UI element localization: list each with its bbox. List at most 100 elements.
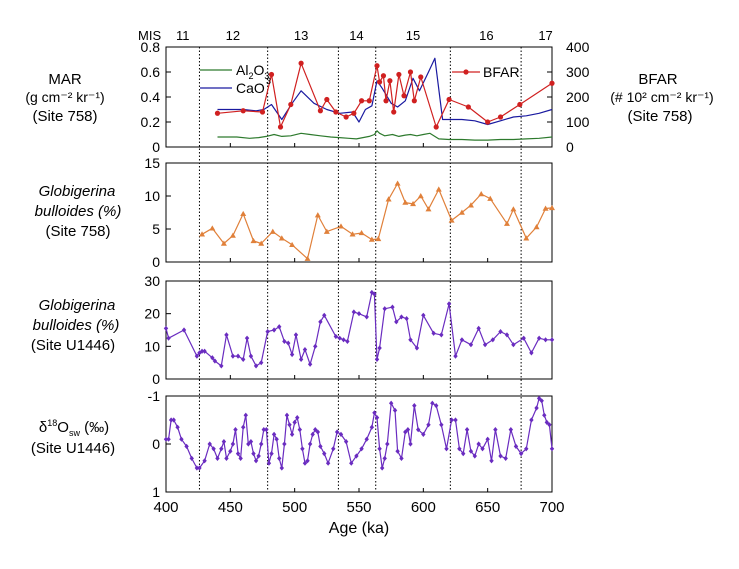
data-point: [354, 453, 359, 459]
data-point: [268, 71, 275, 78]
data-point: [282, 338, 287, 345]
panel-frame-gb-u1446: [165, 280, 553, 380]
data-point: [504, 332, 510, 338]
data-point: [364, 436, 369, 442]
gb758-ylabel-line1: Globigerina: [39, 183, 116, 200]
data-point: [399, 455, 404, 461]
data-point: [266, 460, 272, 466]
data-point: [288, 101, 294, 108]
data-point: [490, 337, 496, 343]
legend-bfar-label: BFAR: [483, 64, 520, 80]
y-right-tick-label: 0: [566, 139, 574, 155]
data-point: [439, 422, 444, 428]
data-point: [322, 451, 327, 457]
data-point: [264, 427, 269, 433]
mis-stage-label: 16: [479, 28, 493, 43]
data-point: [163, 325, 169, 331]
data-point: [497, 114, 504, 120]
data-point: [302, 347, 308, 353]
data-point: [493, 427, 498, 433]
data-point: [302, 460, 308, 466]
data-point: [325, 460, 331, 466]
data-point: [468, 342, 474, 348]
data-point: [214, 110, 221, 116]
x-tick-label: 600: [411, 499, 436, 516]
data-point: [298, 60, 304, 66]
data-point: [446, 301, 452, 307]
data-point: [385, 441, 390, 447]
y-tick-label: 0: [152, 371, 160, 387]
data-point: [333, 109, 339, 115]
data-point: [549, 446, 555, 452]
data-point: [377, 345, 382, 351]
data-point: [212, 358, 218, 364]
data-point: [465, 104, 471, 110]
data-point: [374, 415, 380, 421]
data-point: [358, 229, 365, 236]
data-point: [202, 458, 207, 464]
gb758-ylabel-line2: bulloides (%): [35, 203, 122, 220]
series-line: [166, 397, 553, 469]
data-point: [380, 73, 387, 79]
data-point: [271, 327, 277, 333]
y-right-tick-label: 400: [566, 39, 590, 55]
y-tick-label: 0: [152, 436, 160, 452]
data-point: [310, 431, 315, 437]
legend-cao-sub: 3: [266, 76, 271, 86]
y-tick-label: 5: [152, 221, 160, 237]
data-point: [489, 458, 494, 464]
panel-frame-gb-758: [165, 162, 553, 263]
series-line: [201, 182, 553, 260]
data-point: [503, 455, 508, 461]
data-point: [219, 446, 224, 452]
data-point: [166, 436, 171, 442]
x-tick-label: 650: [475, 499, 500, 516]
data-point: [313, 343, 318, 349]
d18o-ylabel-line1: δ18Osw (‰): [39, 418, 109, 438]
data-point: [472, 453, 477, 459]
data-point: [351, 309, 357, 315]
panel-frame-mar: [165, 46, 553, 148]
data-point: [518, 451, 524, 457]
data-point: [287, 422, 292, 428]
data-point: [289, 241, 296, 248]
data-point: [457, 446, 462, 452]
data-point: [269, 228, 276, 234]
data-point: [404, 315, 409, 322]
mar-ylabel-line1: MAR: [48, 71, 82, 88]
data-point: [503, 220, 510, 226]
gbu1446-ylabel-line1: Globigerina: [39, 297, 116, 314]
data-point: [478, 191, 485, 197]
legend-cao-label: CaO: [236, 80, 265, 96]
data-point: [446, 96, 452, 103]
data-point: [271, 431, 277, 437]
chart-marks: [163, 57, 555, 471]
data-point: [498, 453, 503, 459]
series-line: [217, 130, 553, 141]
data-point: [414, 345, 420, 351]
data-point: [307, 441, 313, 447]
data-point: [274, 436, 279, 442]
data-point: [313, 427, 318, 433]
data-point: [523, 235, 530, 241]
data-point: [351, 110, 357, 116]
data-point: [476, 325, 481, 331]
data-point: [230, 353, 236, 359]
x-tick-label: 500: [282, 499, 307, 516]
data-point: [253, 458, 259, 464]
data-point: [181, 327, 187, 333]
data-point: [417, 193, 424, 199]
data-point: [536, 395, 542, 401]
data-point: [341, 337, 346, 343]
data-point: [383, 98, 389, 104]
data-point: [202, 348, 207, 354]
data-point: [219, 363, 224, 369]
data-point: [485, 119, 491, 125]
mis-boundary-lines: [198, 47, 522, 492]
data-point: [405, 427, 411, 433]
data-point: [235, 353, 241, 359]
data-point: [331, 446, 336, 452]
data-point: [369, 424, 375, 430]
data-point: [485, 436, 490, 442]
data-point: [323, 228, 330, 234]
